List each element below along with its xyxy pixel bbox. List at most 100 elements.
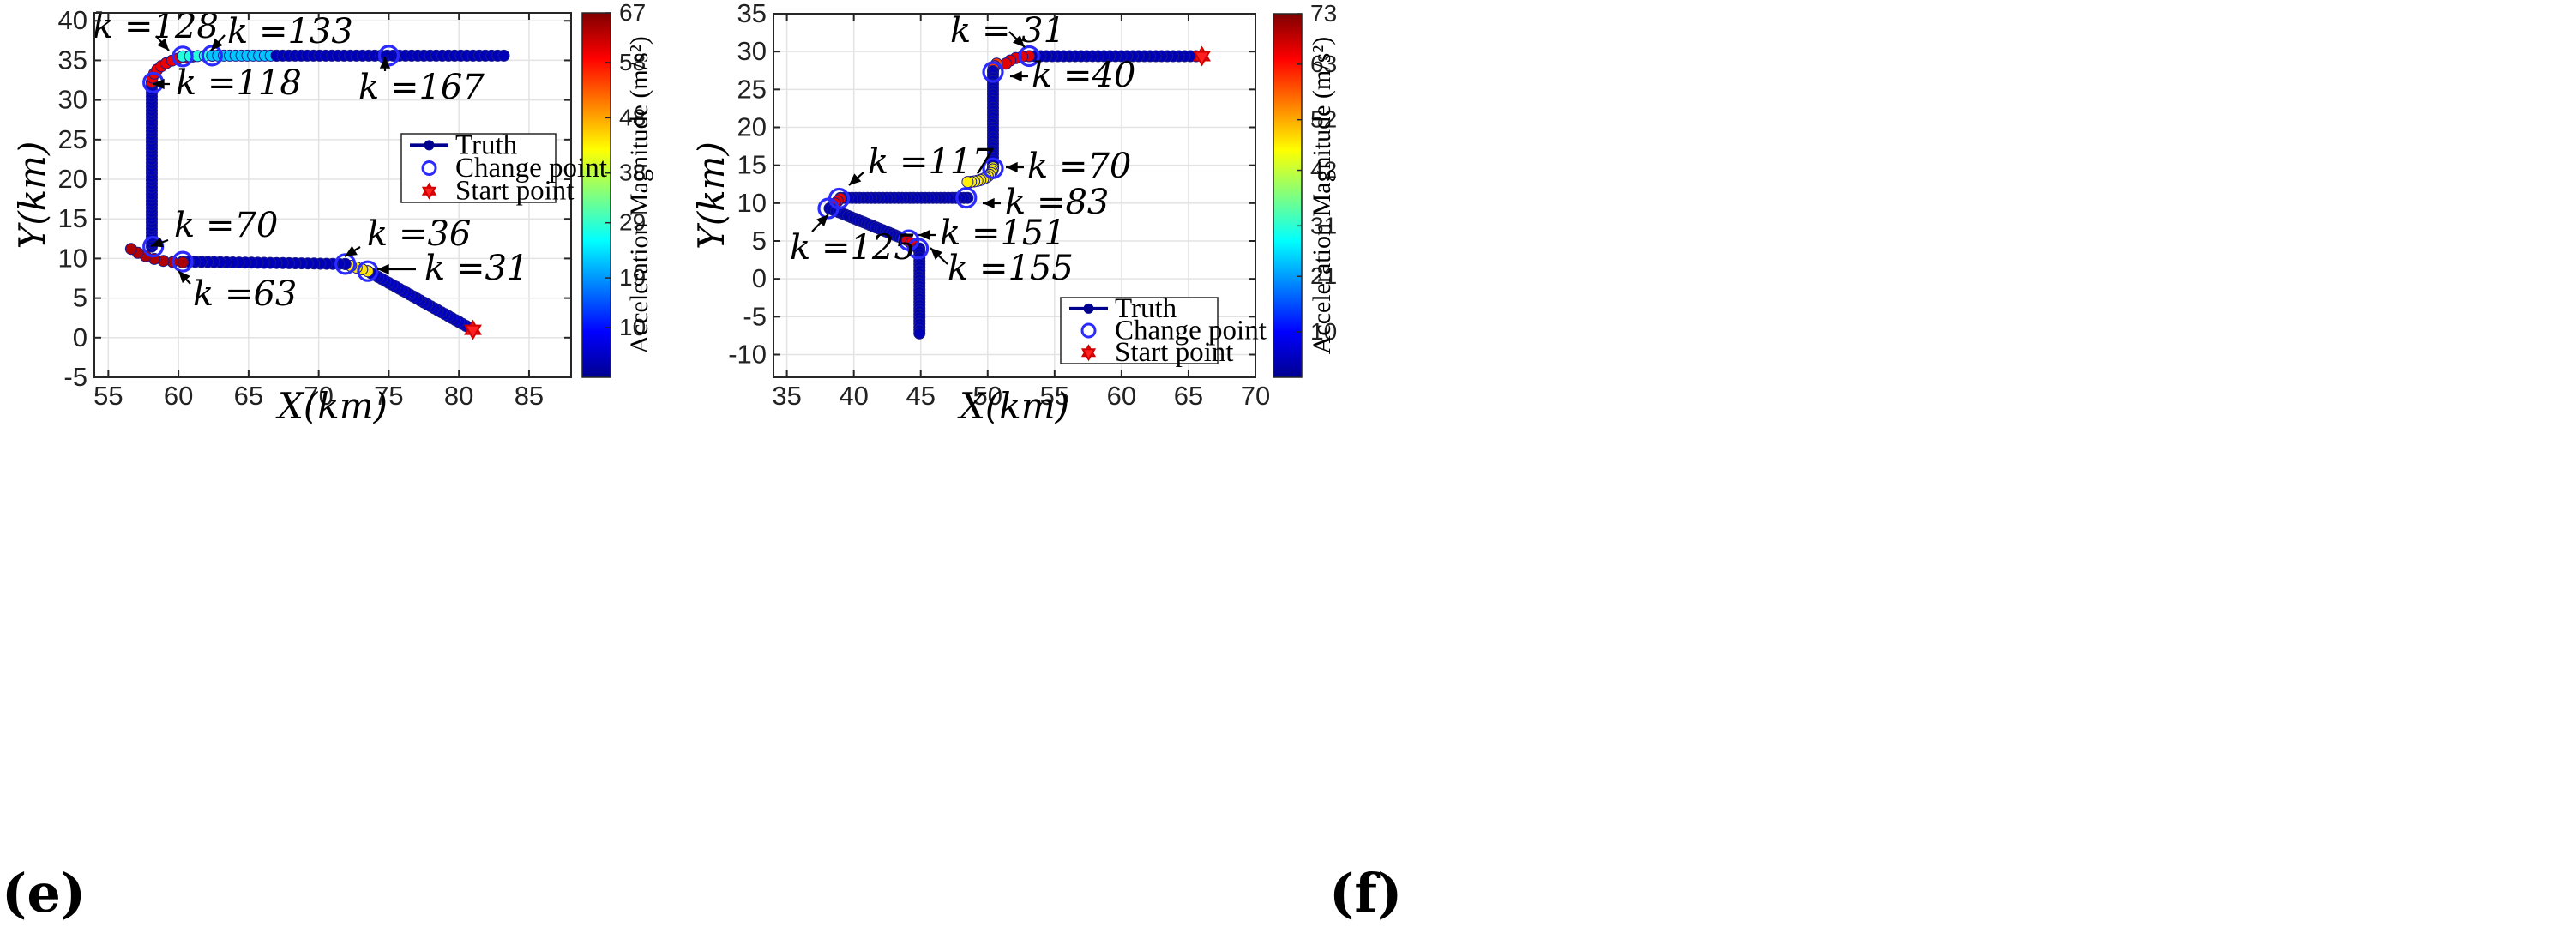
colorbar-tick-label: 67 — [619, 0, 646, 26]
change-point-k128 — [172, 45, 194, 68]
annotation-arrow-head — [178, 271, 190, 284]
colorbar-tick-label: 42 — [1310, 157, 1337, 184]
x-tick-label: 65 — [234, 381, 263, 411]
x-tick-label: 75 — [374, 381, 403, 411]
y-tick-label: 40 — [58, 5, 87, 35]
y-tick-label: -5 — [63, 362, 87, 392]
annotation-label-k40: k =40 — [1032, 56, 1135, 95]
legend-change-point-marker — [1080, 322, 1097, 339]
x-tick-label: 70 — [304, 381, 333, 411]
panel-f-colorbar — [1273, 13, 1303, 378]
x-tick-label: 80 — [444, 381, 473, 411]
y-tick-label: 15 — [58, 203, 87, 233]
y-tick-label: -5 — [743, 301, 767, 331]
annotation-arrow-head — [918, 229, 930, 241]
colorbar-tick-label: 10 — [1310, 318, 1337, 345]
y-tick-label: 15 — [737, 150, 767, 180]
x-tick-label: 60 — [1107, 381, 1136, 411]
annotation-arrow-k70 — [1006, 161, 1024, 173]
annotation-arrow-head — [153, 78, 165, 90]
legend-label: Truth — [1115, 293, 1177, 324]
annotation-arrow-k133 — [210, 34, 226, 51]
colorbar-tick-label: 63 — [1310, 51, 1337, 77]
change-point-k155 — [906, 238, 930, 260]
annotation-label-k133: k =133 — [227, 12, 353, 51]
annotation-label-k125: k =125 — [790, 228, 916, 268]
panel-e-trajectory — [124, 49, 510, 336]
x-tick-label: 45 — [906, 381, 935, 411]
x-tick-label: 50 — [973, 381, 1002, 411]
annotation-arrow-k155 — [930, 247, 948, 265]
annotation-label-k63: k =63 — [193, 274, 297, 314]
panel-label-e: (e) — [2, 862, 87, 924]
y-tick-label: -10 — [728, 340, 767, 370]
chart-panel-f: k = 31 k =40 k =70k =83 k =117 k =125 k =151k… — [690, 0, 1337, 427]
x-tick-label: 55 — [93, 381, 123, 411]
annotation-arrow-head — [211, 38, 223, 51]
start-point-triangle-down — [1193, 51, 1211, 67]
y-tick-label: 5 — [73, 283, 87, 313]
panel-e-colorbar — [581, 12, 611, 378]
annotation-arrow-head — [816, 214, 828, 227]
annotation-arrow-k63 — [178, 270, 191, 285]
x-tick-label: 55 — [1040, 381, 1069, 411]
annotation-arrow-k128 — [155, 35, 170, 51]
legend-start-point-marker — [421, 182, 437, 200]
y-tick-label: 30 — [737, 36, 767, 66]
annotation-arrow-k70 — [150, 237, 169, 248]
x-tick-label: 60 — [164, 381, 193, 411]
y-tick-label: 10 — [58, 243, 87, 273]
change-point-k70 — [982, 157, 1004, 179]
y-tick-label: 30 — [58, 85, 87, 115]
legend-change-point-marker — [421, 160, 437, 176]
panel-f-x-axis-label: X(km) — [957, 385, 1069, 427]
annotation-label-k70: k =70 — [174, 206, 278, 245]
change-point-k133 — [201, 45, 223, 67]
y-tick-label: 20 — [58, 164, 87, 194]
panel-e-x-axis-label: X(km) — [275, 385, 388, 427]
x-tick-label: 40 — [839, 381, 868, 411]
panel-f-colorbar-label: Acceleration Magnitude (m/s²) — [1308, 37, 1336, 355]
annotation-label-k151: k =151 — [940, 214, 1066, 253]
change-point-k125 — [817, 197, 840, 220]
annotation-arrow-head — [983, 197, 995, 209]
legend-start-point-marker — [1080, 344, 1097, 362]
y-tick-label: 25 — [58, 124, 87, 154]
annotation-label-k36: k =36 — [367, 214, 471, 254]
colorbar-tick-label: 31 — [1310, 212, 1337, 238]
colorbar-tick-label: 52 — [1310, 106, 1337, 133]
trajectory-point — [124, 243, 137, 256]
annotation-arrow-head — [345, 245, 358, 256]
annotation-label-k70: k =70 — [1027, 147, 1131, 186]
trajectory-point — [497, 49, 510, 62]
start-point-triangle-down — [464, 324, 482, 340]
colorbar-tick-label: 48 — [619, 104, 646, 130]
legend-label: Start point — [455, 176, 574, 207]
legend-label: Change point — [1115, 316, 1267, 346]
y-tick-label: 5 — [752, 226, 767, 256]
panel-e-colorbar-label: Acceleration Magnitude (m/s²) — [625, 36, 653, 354]
x-tick-label: 65 — [1174, 381, 1203, 411]
panel-label-f: (f) — [1329, 862, 1403, 924]
annotation-arrow-k118 — [153, 78, 170, 90]
panel-e-axes-frame — [93, 12, 572, 378]
colorbar-tick-label: 19 — [619, 264, 646, 291]
annotation-arrow-head — [1010, 70, 1022, 82]
annotation-arrow-head — [151, 237, 164, 248]
colorbar-tick-label: 58 — [619, 49, 646, 75]
y-tick-label: 25 — [737, 74, 767, 104]
annotation-arrow-k117 — [848, 172, 864, 186]
y-tick-label: 20 — [737, 112, 767, 142]
panel-f-axes-frame — [773, 13, 1256, 378]
annotation-arrow-k167 — [379, 57, 391, 71]
annotation-label-k155: k =155 — [948, 249, 1074, 288]
legend-label: Truth — [455, 129, 518, 160]
change-point-k36 — [334, 253, 357, 275]
annotation-arrow-head — [377, 263, 389, 275]
annotation-arrow-head — [930, 248, 943, 260]
colorbar-tick-label: 21 — [1310, 262, 1337, 289]
